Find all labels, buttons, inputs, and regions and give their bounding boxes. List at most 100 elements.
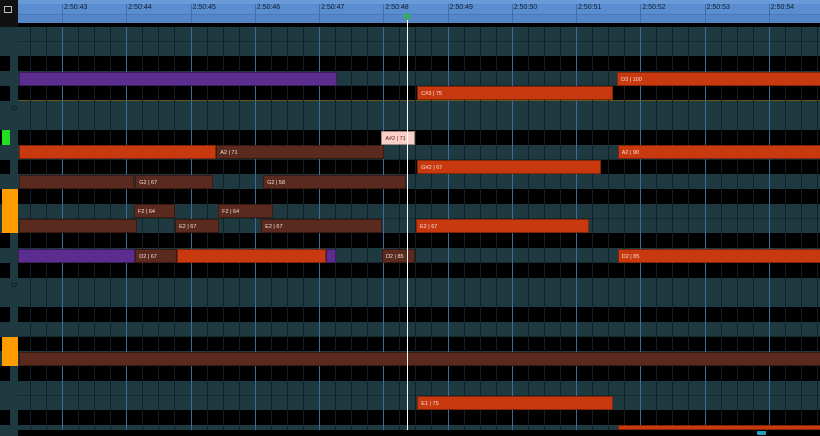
ruler-tick (640, 4, 642, 23)
piano-key-dsharp3[interactable] (0, 56, 10, 72)
subdivision-gridline (415, 27, 417, 436)
ruler-tick-label: 2:50:43 (64, 4, 88, 11)
midi-note[interactable] (326, 248, 337, 263)
pitch-row-b1[interactable] (18, 292, 820, 308)
pitch-row-b2[interactable] (18, 115, 820, 131)
pitch-row-fsharp2[interactable] (18, 189, 820, 205)
pitch-row-g2[interactable] (18, 174, 820, 190)
midi-note[interactable]: C#3 | 75 (417, 86, 614, 101)
ruler-tick (447, 4, 449, 23)
subdivision-gridline (816, 27, 818, 436)
pitch-row-asharp2[interactable] (18, 130, 820, 146)
midi-note[interactable]: D2 | 85 (381, 248, 415, 263)
ruler-tick (511, 4, 513, 23)
subdivision-gridline (608, 27, 610, 436)
midi-note[interactable]: D3 | 100 (617, 71, 820, 86)
scrollbar-thumb[interactable] (757, 431, 766, 435)
pitch-row-dsharp1[interactable] (18, 410, 820, 426)
midi-note[interactable]: E2 | 67 (261, 219, 382, 234)
time-ruler[interactable]: 2:50:43 2:50:44 2:50:45 2:50:46 2:50:47 2:50:… (18, 0, 820, 23)
midi-note[interactable]: A#2 | 71 (381, 130, 415, 145)
active-key-indicator (2, 336, 18, 352)
midi-note[interactable] (18, 145, 217, 160)
ruler-tick (62, 4, 63, 23)
ruler-tick (576, 4, 577, 23)
horizontal-scrollbar[interactable] (18, 430, 820, 436)
playhead-line[interactable] (407, 16, 409, 436)
second-gridline (254, 27, 256, 436)
subdivision-gridline (656, 27, 658, 436)
piano-key-dsharp2[interactable] (0, 233, 10, 249)
toolbar-corner (0, 0, 18, 27)
ruler-tick (190, 4, 192, 23)
subdivision-gridline (736, 27, 738, 436)
midi-note[interactable] (177, 248, 327, 263)
second-gridline (383, 27, 385, 436)
ruler-tick-label: 2:50:46 (256, 4, 281, 11)
subdivision-gridline (142, 27, 144, 436)
midi-note[interactable]: E1 | 75 (417, 396, 614, 410)
piano-key-csharp2[interactable] (0, 262, 10, 278)
ruler-tick-label: 2:50:51 (578, 4, 602, 11)
second-gridline (640, 27, 642, 436)
ruler-tick-label: 2:50:49 (449, 4, 473, 11)
midi-note[interactable]: A2 | 90 (617, 145, 820, 160)
midi-note[interactable]: D2 | 85 (617, 248, 820, 263)
ruler-tick-label: 2:50:45 (192, 4, 216, 11)
pitch-row-fsharp1[interactable] (18, 366, 820, 382)
ruler-tick-label: 2:50:54 (770, 4, 795, 11)
ruler-tick-label: 2:50:47 (321, 4, 345, 11)
pitch-row-c2[interactable] (18, 277, 820, 293)
pitch-row-e3[interactable] (18, 41, 820, 57)
second-gridline (768, 27, 770, 436)
pitch-row-dsharp2[interactable] (18, 233, 820, 249)
midi-note[interactable] (18, 351, 820, 366)
ruler-tick-label: 2:50:50 (513, 4, 538, 11)
midi-note[interactable]: G#2 | 67 (417, 160, 602, 175)
midi-note[interactable]: E2 | 67 (175, 219, 219, 234)
ruler-tick-label: 2:50:44 (128, 4, 152, 11)
pitch-row-f1[interactable] (18, 380, 820, 396)
panel-toggle-icon[interactable] (4, 6, 12, 13)
subdivision-gridline (399, 27, 401, 436)
midi-note[interactable]: F2 | 64 (218, 204, 273, 219)
pitch-row-f3[interactable] (18, 27, 820, 43)
piano-key-csharp3[interactable] (0, 85, 10, 101)
pitch-row-gsharp1[interactable] (18, 336, 820, 352)
active-key-indicator (2, 189, 18, 204)
midi-note[interactable]: F2 | 64 (133, 204, 176, 219)
piano-roll-grid[interactable]: D3 | 100 C#3 | 75 A#2 | 71 A2 | 71 A2 | 90 G#… (18, 27, 820, 436)
midi-note[interactable]: G2 | 67 (135, 174, 213, 189)
pitch-row-c3[interactable] (18, 100, 820, 116)
active-key-indicator (2, 203, 18, 219)
midi-note[interactable]: G2 | 58 (263, 174, 406, 189)
midi-note[interactable]: D2 | 67 (135, 248, 177, 263)
piano-key-gsharp2[interactable] (0, 159, 10, 175)
pitch-row-a1[interactable] (18, 321, 820, 338)
subdivision-gridline (752, 27, 754, 436)
midi-note[interactable] (18, 219, 138, 234)
playhead-handle[interactable] (403, 13, 412, 20)
ruler-tick (319, 4, 320, 23)
piano-key-fsharp1[interactable] (0, 366, 10, 381)
piano-keyboard[interactable]: C3 C2 (0, 27, 18, 436)
piano-key-dsharp1[interactable] (0, 410, 10, 425)
ruler-tick-label: 2:50:53 (706, 4, 730, 11)
midi-note[interactable] (18, 71, 337, 86)
pitch-row-csharp2[interactable] (18, 262, 820, 279)
active-key-indicator (2, 351, 18, 366)
piano-key-asharp1[interactable] (0, 307, 10, 322)
subdivision-gridline (720, 27, 722, 436)
midi-note[interactable]: A2 | 71 (216, 145, 384, 160)
midi-note[interactable] (18, 248, 136, 263)
pitch-row-dsharp3[interactable] (18, 56, 820, 72)
ruler-marker-lane[interactable] (18, 14, 820, 23)
midi-note[interactable] (18, 174, 134, 189)
ruler-tick-label: 2:50:52 (642, 4, 666, 11)
pitch-row-asharp1[interactable] (18, 307, 820, 323)
subdivision-gridline (672, 27, 674, 436)
active-key-indicator (2, 218, 18, 234)
midi-note[interactable]: E2 | 67 (416, 219, 589, 234)
midi-note[interactable] (617, 425, 820, 431)
subdivision-gridline (800, 27, 802, 436)
